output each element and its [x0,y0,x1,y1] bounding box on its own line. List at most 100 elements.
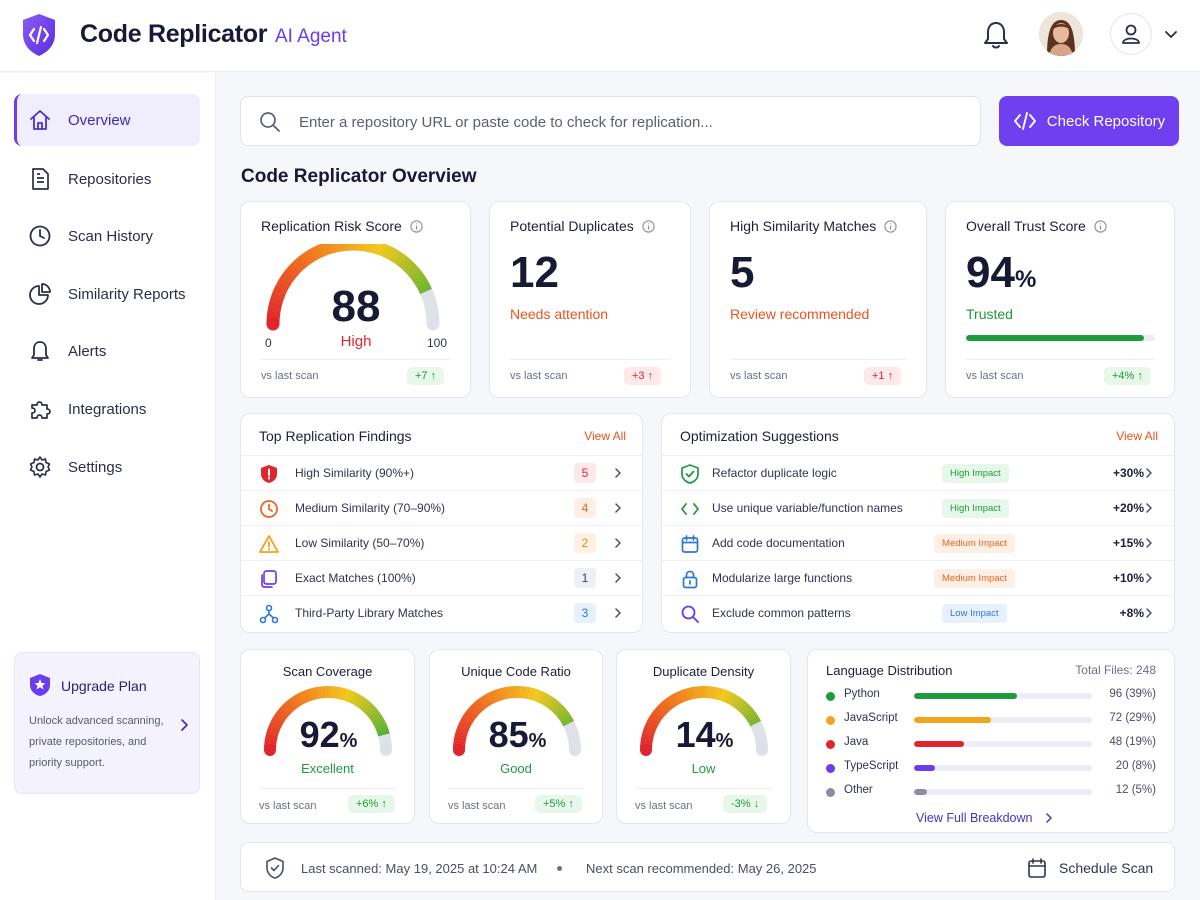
search-input[interactable] [299,109,959,135]
language-name: Other [844,784,873,796]
gauge-arc-segment [322,244,331,256]
gauge-arc-segment [375,244,384,256]
suggestion-row[interactable]: Refactor duplicate logic High Impact +30… [662,455,1174,490]
gauge-arc-segment [358,698,369,710]
code-icon [1013,112,1036,130]
gauge-min-label: 0 [265,336,272,350]
gauge-arc-segment [681,689,689,702]
gauge-arc-segment [734,698,745,710]
sidebar-item-repositories[interactable]: Repositories [14,153,200,205]
findings-row[interactable]: High Similarity (90%+) 5 [241,455,642,490]
sidebar-item-scan-history[interactable]: Scan History [14,210,200,262]
findings-count: 4 [574,498,596,518]
chevron-down-icon[interactable] [1163,26,1179,42]
vs-last-scan: vs last scan [261,370,319,382]
findings-row[interactable]: Third-Party Library Matches 3 [241,595,642,630]
suggestions-card: Optimization Suggestions View All Refact… [661,413,1175,633]
gauge-arc-segment [268,301,283,309]
chevron-right-icon[interactable] [177,718,191,732]
gauge-arc-segment [317,244,327,257]
bell-icon[interactable] [982,20,1010,50]
info-icon[interactable] [884,219,897,233]
findings-count: 5 [574,463,596,483]
gauge-arc-segment [412,273,426,285]
delta-badge: +5% ↑ [535,795,582,813]
sidebar-item-integrations[interactable]: Integrations [14,383,200,435]
gauge-arc-segment [658,702,670,714]
gauge-arc-segment [656,704,668,716]
user-icon [1122,24,1140,44]
gauge-arc-segment [416,280,431,291]
divider [966,359,1154,360]
avatar[interactable] [1039,12,1083,56]
findings-row-label: Exact Matches (100%) [295,571,416,585]
gauge-arc-segment [487,691,496,704]
divider [635,788,772,789]
sidebar-item-label: Settings [68,458,123,476]
findings-row[interactable]: Medium Similarity (70–90%) 4 [241,490,642,525]
findings-row[interactable]: Low Similarity (50–70%) 2 [241,525,642,560]
upgrade-description: Unlock advanced scanning, private reposi… [29,715,164,769]
check-repository-button[interactable]: Check Repository [999,96,1179,146]
risk-score-value: 88 [331,282,381,331]
suggestion-label: Add code documentation [712,536,845,550]
sidebar-item-settings[interactable]: Settings [14,441,200,493]
sidebar-item-similarity-reports[interactable]: Similarity Reports [14,268,200,320]
language-value: 48 (19%) [1109,736,1156,748]
home-icon [28,108,52,132]
card-title: Duplicate Density [652,664,755,679]
suggestion-row[interactable]: Modularize large functions Medium Impact… [662,560,1174,595]
gauge-arc-segment [740,704,752,716]
language-name: Java [844,736,869,748]
chevron-right-icon [1146,503,1152,513]
gauge-arc-segment [298,253,310,267]
suggestion-row[interactable]: Add code documentation Medium Impact +15… [662,525,1174,560]
schedule-scan-button[interactable]: Schedule Scan [1027,855,1153,881]
gauge-arc-segment [471,702,483,714]
divider [259,788,396,789]
check-shield-icon [681,464,699,484]
gauge-arc-segment [346,690,355,703]
sidebar-item-alerts[interactable]: Alerts [14,325,200,377]
gauge-value-wrap: 14% [647,714,762,756]
gauge-arc-segment [308,688,315,701]
info-icon[interactable] [1094,219,1107,233]
findings-row[interactable]: Exact Matches (100%) 1 [241,560,642,595]
gauge-arc-segment [327,244,335,255]
gauge-arc-segment [527,687,534,700]
sidebar-item-label: Similarity Reports [68,285,186,303]
sidebar-item-label: Repositories [68,170,152,188]
gauge-arc-segment [485,692,494,705]
delta-badge: +3 ↑ [624,367,662,385]
gauge-arc-segment [684,688,691,701]
language-value: 20 (8%) [1115,760,1156,772]
scan-coverage-card: Scan Coverage 92% Excellent vs last scan… [240,649,415,824]
suggestion-row[interactable]: Exclude common patterns Low Impact +8% [662,595,1174,630]
pie-chart-icon [28,282,52,306]
findings-title: Top Replication Findings [259,428,412,444]
next-scan: Next scan recommended: May 26, 2025 [586,861,817,876]
gauge-arc-segment [469,704,481,716]
user-menu-button[interactable] [1110,13,1152,55]
info-icon[interactable] [410,219,423,233]
duplicate-density-card: Duplicate Density 14% Low vs last scan -… [616,649,791,824]
suggestion-row[interactable]: Use unique variable/function names High … [662,490,1174,525]
delta-badge: +1 ↑ [864,367,902,385]
gauge-arc-segment [421,293,436,302]
repository-search [240,96,981,146]
info-icon[interactable] [642,219,655,233]
sidebar-item-overview[interactable]: Overview [14,94,200,146]
upgrade-plan-card[interactable]: Upgrade Plan Unlock advanced scanning, p… [14,652,200,794]
gauge-arc-segment [425,310,440,317]
suggestions-view-all[interactable]: View All [1116,429,1158,443]
unique-code-ratio-card: Unique Code Ratio 85% Good vs last scan … [429,649,603,824]
legend-dot [826,692,835,701]
language-row: Java 48 (19%) [826,734,1156,758]
view-full-breakdown-link[interactable]: View Full Breakdown [916,811,1055,825]
findings-view-all[interactable]: View All [584,429,626,443]
code-shield-logo[interactable] [20,12,58,58]
clock-icon [260,500,278,518]
scan-coverage-gauge [264,686,392,756]
gauge-arc-segment [298,691,307,704]
gauge-arc-segment [402,259,415,273]
